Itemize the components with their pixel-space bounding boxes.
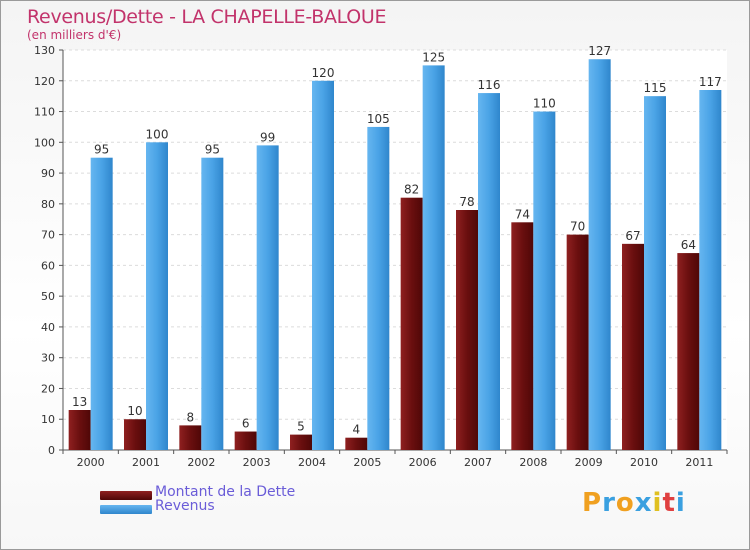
data-label-revenus-2011: 117 [699, 75, 722, 89]
bar-debt-2001 [124, 419, 146, 450]
data-label-revenus-2001: 100 [146, 127, 169, 141]
data-label-revenus-2002: 95 [205, 143, 220, 157]
data-label-debt-2005: 4 [353, 423, 361, 437]
data-label-revenus-2008: 110 [533, 97, 556, 111]
bar-revenus-2001 [146, 142, 168, 451]
data-label-debt-2006: 82 [404, 183, 419, 197]
logo-letter: x [634, 488, 653, 518]
y-tick-label: 10 [41, 413, 55, 426]
y-tick-label: 20 [41, 382, 55, 395]
data-label-debt-2008: 74 [515, 207, 530, 221]
bar-debt-2010 [622, 243, 644, 450]
y-tick-label: 0 [48, 444, 55, 457]
chart-subtitle: (en milliers d'€) [27, 28, 122, 42]
bar-revenus-2006 [422, 65, 445, 450]
legend-swatch-revenus [100, 505, 152, 514]
x-tick-label: 2008 [519, 456, 547, 469]
data-label-revenus-2006: 125 [422, 50, 445, 64]
data-label-revenus-2003: 99 [260, 130, 275, 144]
y-tick-label: 60 [41, 259, 55, 272]
y-tick-label: 90 [41, 167, 55, 180]
logo-letter: t [662, 488, 676, 518]
x-tick-label: 2001 [132, 456, 160, 469]
proxiti-logo: Proxiti [582, 488, 686, 518]
data-label-debt-2000: 13 [72, 395, 87, 409]
y-tick-label: 80 [41, 198, 55, 211]
bar-debt-2003 [234, 431, 257, 450]
logo-letter: i [675, 488, 686, 518]
x-tick-label: 2007 [464, 456, 492, 469]
y-tick-label: 50 [41, 290, 55, 303]
bar-debt-2008 [511, 222, 534, 450]
y-tick-label: 100 [34, 136, 55, 149]
y-tick-label: 130 [34, 44, 55, 57]
data-label-debt-2007: 78 [459, 195, 474, 209]
y-tick-label: 40 [41, 321, 55, 334]
y-tick-label: 110 [34, 106, 55, 119]
x-tick-label: 2009 [575, 456, 603, 469]
bar-debt-2000 [68, 410, 91, 450]
bar-revenus-2000 [90, 157, 113, 450]
x-tick-label: 2004 [298, 456, 326, 469]
logo-letter: i [652, 488, 663, 518]
chart-title: Revenus/Dette - LA CHAPELLE-BALOUE [27, 6, 387, 28]
plot-area [63, 50, 727, 450]
data-label-revenus-2009: 127 [588, 44, 611, 58]
bar-debt-2004 [290, 434, 312, 450]
legend-label-revenus: Revenus [155, 498, 215, 514]
data-label-revenus-2004: 120 [312, 66, 335, 80]
x-tick-label: 2000 [77, 456, 105, 469]
legend-label-debt: Montant de la Dette [155, 484, 296, 500]
logo-letter: r [602, 488, 616, 518]
data-label-debt-2003: 6 [242, 417, 250, 431]
y-tick-label: 120 [34, 75, 55, 88]
bar-revenus-2007 [478, 93, 500, 451]
data-label-debt-2002: 8 [187, 410, 195, 424]
bar-revenus-2005 [367, 126, 390, 450]
x-tick-label: 2010 [630, 456, 658, 469]
bar-revenus-2003 [256, 145, 279, 450]
data-label-revenus-2010: 115 [644, 81, 667, 95]
y-tick-label: 30 [41, 352, 55, 365]
bar-revenus-2011 [699, 90, 722, 450]
bar-revenus-2010 [644, 96, 666, 451]
bar-revenus-2004 [312, 80, 334, 451]
data-label-revenus-2005: 105 [367, 112, 390, 126]
data-label-debt-2011: 64 [681, 238, 696, 252]
bar-debt-2006 [400, 197, 423, 450]
bar-revenus-2002 [201, 157, 224, 450]
data-label-debt-2004: 5 [297, 420, 305, 434]
bar-debt-2011 [677, 253, 700, 450]
data-label-debt-2010: 67 [625, 229, 640, 243]
x-tick-label: 2003 [243, 456, 271, 469]
data-label-debt-2001: 10 [127, 404, 142, 418]
x-tick-label: 2006 [409, 456, 437, 469]
x-tick-label: 2002 [187, 456, 215, 469]
logo-letter: o [615, 488, 635, 518]
data-label-revenus-2000: 95 [94, 143, 109, 157]
bar-debt-2005 [345, 437, 368, 450]
bar-revenus-2009 [588, 59, 611, 450]
logo-letter: P [582, 488, 603, 518]
bar-debt-2009 [566, 234, 589, 450]
legend-swatch-debt [100, 491, 152, 500]
bar-debt-2002 [179, 425, 202, 450]
data-label-debt-2009: 70 [570, 220, 585, 234]
data-label-revenus-2007: 116 [478, 78, 501, 92]
bar-debt-2007 [456, 210, 478, 450]
y-tick-label: 70 [41, 229, 55, 242]
x-tick-label: 2011 [685, 456, 713, 469]
bar-revenus-2008 [533, 111, 556, 451]
x-tick-label: 2005 [353, 456, 381, 469]
